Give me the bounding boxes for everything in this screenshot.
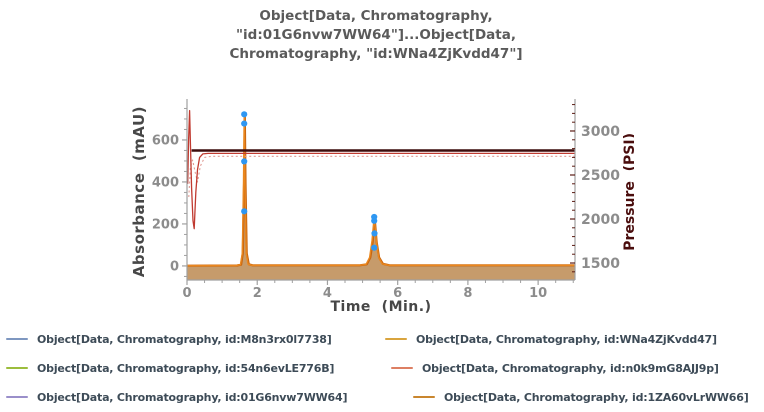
legend-swatch (385, 337, 407, 341)
legend-swatch (391, 366, 413, 370)
chart-title-line-3: Chromatography, "id:WNa4ZjKvdd47"] (229, 46, 523, 62)
tick-label: 2 (253, 286, 262, 301)
legend-label: Object[Data, Chromatography, id:01G6nvw7… (37, 390, 348, 404)
peak-markers (241, 158, 248, 165)
legend-item: Object[Data, Chromatography, id:1ZA60vLr… (413, 390, 749, 404)
tick-label: 8 (463, 286, 472, 301)
legend-swatch (6, 366, 28, 370)
peak-markers (241, 208, 248, 215)
tick-label: 3000 (581, 124, 620, 140)
legend-swatch (413, 395, 435, 399)
peak-markers (371, 230, 378, 237)
legend-label: Object[Data, Chromatography, id:n0k9mG8A… (422, 361, 719, 375)
legend-item: Object[Data, Chromatography, id:M8n3rx0l… (6, 332, 332, 346)
chart-title-line-2: "id:01G6nvw7WW64"]...Object[Data, (236, 27, 516, 43)
absorbance-trace-light (186, 112, 575, 267)
tick-label: 4 (323, 286, 332, 301)
peak-markers (241, 111, 248, 118)
tick-label: 600 (152, 133, 179, 148)
legend-item: Object[Data, Chromatography, id:n0k9mG8A… (391, 361, 719, 375)
chart-title-line-1: Object[Data, Chromatography, (259, 8, 493, 24)
legend-label: Object[Data, Chromatography, id:1ZA60vLr… (444, 390, 749, 404)
tick-label: 1500 (581, 256, 620, 272)
tick-label: 2000 (581, 212, 620, 228)
legend-swatch (6, 395, 28, 399)
legend-label: Object[Data, Chromatography, id:54n6evLE… (37, 361, 335, 375)
x-axis-label: Time (Min.) (330, 299, 432, 315)
pressure-trace-red (187, 110, 575, 230)
chart-title: Object[Data, Chromatography, "id:01G6nvw… (0, 7, 752, 64)
peak-markers (241, 120, 248, 127)
peak-markers (371, 217, 378, 224)
left-axis-label: Absorbance (mAU) (130, 105, 148, 278)
legend-item: Object[Data, Chromatography, id:WNa4ZjKv… (385, 332, 717, 346)
right-axis-label: Pressure (PSI) (622, 133, 634, 251)
peak-markers (371, 244, 378, 251)
legend-item: Object[Data, Chromatography, id:01G6nvw7… (6, 390, 347, 404)
tick-label: 6 (393, 286, 402, 301)
tick-label: 0 (182, 286, 191, 301)
legend-swatch (6, 337, 28, 341)
tick-label: 400 (152, 175, 179, 190)
tick-label: 2500 (581, 168, 620, 184)
legend-item: Object[Data, Chromatography, id:54n6evLE… (6, 361, 334, 375)
legend-label: Object[Data, Chromatography, id:WNa4ZjKv… (416, 332, 717, 346)
tick-label: 10 (529, 286, 547, 301)
tick-label: 0 (170, 259, 179, 274)
legend-label: Object[Data, Chromatography, id:M8n3rx0l… (37, 332, 332, 346)
tick-label: 200 (152, 217, 179, 232)
